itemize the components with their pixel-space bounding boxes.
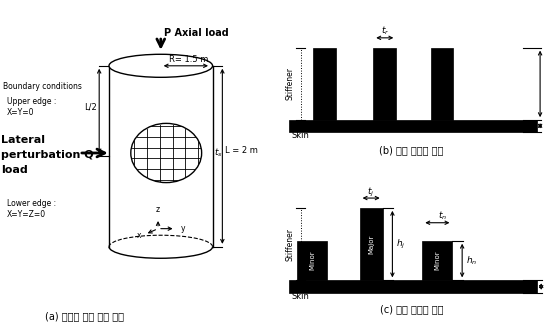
- Text: Lateral: Lateral: [1, 135, 45, 145]
- Bar: [289, 120, 537, 132]
- Text: P Axial load: P Axial load: [164, 28, 228, 38]
- Text: L = 2 m: L = 2 m: [225, 146, 258, 155]
- Text: $h_n$: $h_n$: [466, 254, 477, 267]
- Text: R= 1.5 m: R= 1.5 m: [169, 55, 208, 64]
- Text: L/2: L/2: [84, 102, 96, 112]
- Text: X=Y=Z=0: X=Y=Z=0: [7, 210, 46, 219]
- Text: Lower edge :: Lower edge :: [7, 199, 56, 208]
- Text: Minor: Minor: [434, 251, 440, 270]
- Ellipse shape: [131, 123, 202, 183]
- Text: z: z: [156, 205, 160, 214]
- Text: h: h: [544, 79, 545, 89]
- Text: $t_s$: $t_s$: [214, 147, 223, 159]
- Bar: [422, 241, 452, 280]
- Text: (b) 직교 그리드 형상: (b) 직교 그리드 형상: [379, 145, 444, 155]
- Ellipse shape: [109, 54, 213, 77]
- Bar: [313, 48, 336, 120]
- Bar: [297, 241, 327, 280]
- Text: perturbation Q: perturbation Q: [1, 150, 94, 160]
- Bar: [373, 48, 396, 120]
- Text: load: load: [1, 165, 28, 175]
- Text: Stiffener: Stiffener: [286, 67, 295, 100]
- Text: (a) 보강된 원통 구조 형상: (a) 보강된 원통 구조 형상: [45, 311, 124, 321]
- Text: x: x: [137, 231, 142, 240]
- Text: Stiffener: Stiffener: [286, 228, 295, 261]
- Text: $t_s$: $t_s$: [544, 120, 545, 132]
- Text: Boundary conditions: Boundary conditions: [3, 82, 82, 91]
- Text: $h_j$: $h_j$: [396, 238, 405, 251]
- Text: $t_n$: $t_n$: [438, 210, 447, 222]
- Bar: [431, 48, 453, 120]
- Text: Major: Major: [368, 235, 374, 254]
- Text: $t_j$: $t_j$: [367, 186, 375, 199]
- Bar: [360, 208, 383, 280]
- Text: Upper edge :: Upper edge :: [7, 97, 56, 106]
- Text: Skin: Skin: [292, 292, 310, 301]
- Text: Minor: Minor: [309, 251, 315, 270]
- Text: (c) 이종 그리드 형상: (c) 이종 그리드 형상: [380, 305, 443, 315]
- Text: $t_r$: $t_r$: [380, 25, 389, 38]
- Bar: [289, 280, 537, 293]
- Text: y: y: [181, 224, 185, 233]
- Text: Skin: Skin: [292, 131, 310, 139]
- Text: X=Y=0: X=Y=0: [7, 108, 34, 117]
